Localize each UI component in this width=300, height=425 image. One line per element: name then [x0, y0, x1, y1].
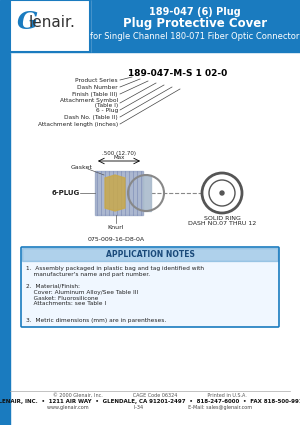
- Text: .500 (12.70): .500 (12.70): [102, 151, 136, 156]
- Text: APPLICATION NOTES: APPLICATION NOTES: [106, 250, 194, 259]
- Bar: [22, 248, 278, 261]
- Bar: [10, 0, 300, 52]
- Text: Product Series: Product Series: [75, 77, 118, 82]
- Text: Attachment Symbol
  (Table I): Attachment Symbol (Table I): [60, 98, 118, 108]
- Text: 3.  Metric dimensions (mm) are in parentheses.: 3. Metric dimensions (mm) are in parenth…: [26, 318, 166, 323]
- Text: 075-009-16-D8-0A: 075-009-16-D8-0A: [87, 236, 145, 241]
- Text: Finish (Table III): Finish (Table III): [73, 91, 118, 96]
- Text: 189-047-M-S 1 02-0: 189-047-M-S 1 02-0: [128, 68, 228, 77]
- Circle shape: [220, 191, 224, 195]
- Text: © 2000 Glenair, Inc.                    CAGE Code 06324                    Print: © 2000 Glenair, Inc. CAGE Code 06324 Pri…: [53, 393, 247, 397]
- Text: for Single Channel 180-071 Fiber Optic Connector: for Single Channel 180-071 Fiber Optic C…: [90, 31, 300, 40]
- Text: Attachment length (inches): Attachment length (inches): [38, 122, 118, 127]
- Bar: [0, 0, 10, 425]
- Text: Dash No. (Table II): Dash No. (Table II): [64, 114, 118, 119]
- FancyBboxPatch shape: [21, 247, 279, 327]
- Text: lenair.: lenair.: [29, 14, 76, 29]
- Bar: [95, 171, 143, 215]
- Text: Max: Max: [113, 155, 125, 160]
- Polygon shape: [105, 175, 125, 211]
- Text: 189-047 (6) Plug: 189-047 (6) Plug: [149, 7, 241, 17]
- Text: SOLID RING
DASH NO.07 THRU 12: SOLID RING DASH NO.07 THRU 12: [188, 215, 256, 227]
- Text: Knurl: Knurl: [108, 224, 124, 230]
- Text: G: G: [17, 10, 38, 34]
- Bar: [143, 175, 151, 211]
- Text: 1.  Assembly packaged in plastic bag and tag identified with
    manufacturer's : 1. Assembly packaged in plastic bag and …: [26, 266, 204, 277]
- Bar: [10, 0, 90, 52]
- Text: GLENAIR, INC.  •  1211 AIR WAY  •  GLENDALE, CA 91201-2497  •  818-247-6000  •  : GLENAIR, INC. • 1211 AIR WAY • GLENDALE,…: [0, 399, 300, 403]
- Bar: [10, 0, 90, 52]
- Text: 6-PLUG: 6-PLUG: [52, 190, 80, 196]
- Text: 6 - Plug: 6 - Plug: [96, 108, 118, 113]
- Text: Dash Number: Dash Number: [77, 85, 118, 90]
- Text: Plug Protective Cover: Plug Protective Cover: [123, 17, 267, 29]
- Text: www.glenair.com                              I-34                              E: www.glenair.com I-34 E: [47, 405, 253, 410]
- Text: Gasket: Gasket: [71, 164, 93, 170]
- Text: 2.  Material/Finish:
    Cover: Aluminum Alloy/See Table III
    Gasket: Fluoros: 2. Material/Finish: Cover: Aluminum Allo…: [26, 284, 138, 306]
